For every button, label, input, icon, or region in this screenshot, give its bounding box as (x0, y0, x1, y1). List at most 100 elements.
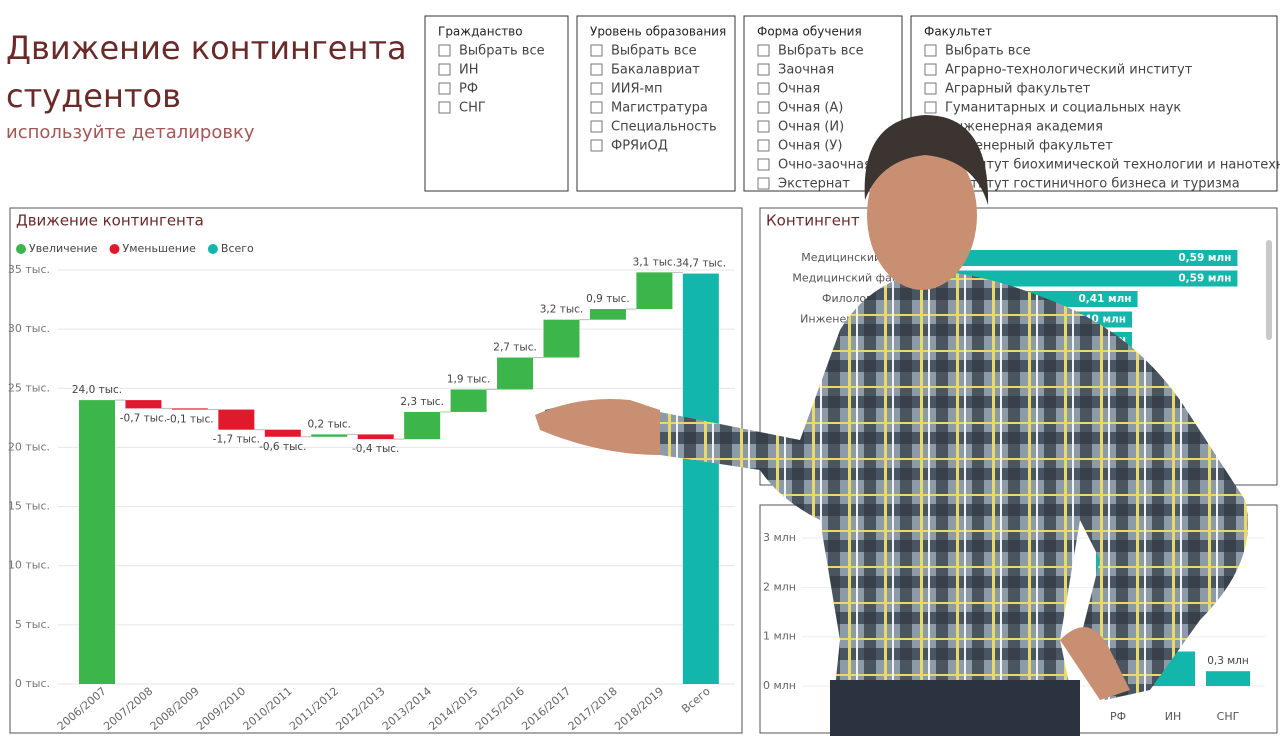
bar (910, 250, 1238, 266)
slicer-item[interactable]: Очная (А) (778, 101, 843, 116)
bar (589, 309, 626, 320)
value-label: 1,9 тыс. (447, 373, 491, 385)
slicer-item[interactable]: Выбрать все (459, 44, 545, 59)
checkbox[interactable] (757, 158, 770, 171)
checkbox[interactable] (924, 82, 937, 95)
presenter-hand (535, 399, 660, 455)
checkbox[interactable] (590, 63, 603, 76)
slicer-item[interactable]: Очная (У) (778, 139, 842, 154)
checkbox[interactable] (590, 139, 603, 152)
checkbox[interactable] (757, 177, 770, 190)
y-tick-label: 0 тыс. (15, 677, 50, 690)
y-tick-label: 35 тыс. (8, 263, 50, 276)
bar (357, 434, 394, 440)
checkbox[interactable] (438, 82, 451, 95)
subtitle: используйте деталировку (6, 122, 255, 143)
checkbox[interactable] (757, 120, 770, 133)
presenter-jeans (830, 680, 1080, 736)
presenter-body (545, 270, 1248, 736)
checkbox[interactable] (438, 63, 451, 76)
legend-marker (207, 244, 218, 254)
bar (404, 411, 441, 440)
checkbox[interactable] (590, 120, 603, 133)
slicer-item[interactable]: Очная (И) (778, 120, 844, 135)
slicer-item[interactable]: Очная (778, 82, 820, 97)
checkbox[interactable] (924, 63, 937, 76)
checkbox[interactable] (590, 82, 603, 95)
slicer-item[interactable]: Выбрать все (778, 44, 864, 59)
slicer-item[interactable]: Специальность (611, 120, 717, 135)
bar (636, 272, 673, 310)
slicer-item[interactable]: Аграрно-технологический институт (945, 63, 1193, 78)
panel (9, 207, 743, 734)
slicer-item[interactable]: Очно-заочная (778, 158, 872, 173)
slicer-title: Факультет (924, 25, 992, 39)
slicers: Гражданство Выбрать все ИН РФ СНГ Уровень обр… (424, 15, 1280, 192)
checkbox[interactable] (757, 139, 770, 152)
bar (450, 389, 487, 412)
slicer-item[interactable]: РФ (459, 82, 478, 97)
y-tick-label: 1 млн (763, 630, 796, 643)
slicer-item[interactable]: ИИЯ-мп (611, 82, 662, 97)
chart-title: Движение контингента (16, 212, 204, 230)
slicer-item[interactable]: Гуманитарных и социальных наук (945, 101, 1181, 116)
value-label: 3,1 тыс. (633, 256, 677, 268)
slicer-item[interactable]: Аграрный факультет (945, 82, 1091, 97)
slicer-item[interactable]: ФРЯиОД (611, 139, 668, 154)
bar (1206, 671, 1250, 686)
legend-label: Увеличение (29, 242, 98, 255)
presenter-hair (864, 115, 989, 205)
y-tick-label: 30 тыс. (8, 322, 50, 335)
checkbox[interactable] (438, 101, 451, 114)
slicer-item[interactable]: СНГ (459, 101, 486, 116)
checkbox[interactable] (757, 63, 770, 76)
checkbox[interactable] (590, 44, 603, 57)
y-tick-label: 25 тыс. (8, 381, 50, 394)
legend-label: Всего (221, 242, 254, 255)
slicer-item[interactable]: Бакалавриат (611, 63, 700, 78)
checkbox[interactable] (924, 44, 937, 57)
y-tick-label: 15 тыс. (8, 500, 50, 513)
checkbox[interactable] (590, 101, 603, 114)
bar (79, 400, 115, 684)
y-tick-label: Медицинский факу (792, 272, 905, 285)
x-tick-label: РФ (1110, 710, 1126, 723)
value-label: 0,59 млн (1178, 273, 1231, 285)
checkbox[interactable] (757, 44, 770, 57)
value-label: 0,2 тыс. (307, 418, 351, 430)
value-label: 0,59 млн (1178, 252, 1231, 264)
legend-marker (109, 244, 120, 254)
slicer (743, 15, 903, 192)
bar (497, 357, 534, 390)
bar (218, 409, 255, 430)
scrollbar[interactable] (1266, 240, 1272, 340)
x-tick-label: СНГ (1217, 710, 1240, 723)
slicer-item[interactable]: Инженерная академия (945, 120, 1103, 135)
checkbox[interactable] (438, 44, 451, 57)
slicer-item[interactable]: Выбрать все (611, 44, 697, 59)
y-tick-label: 5 тыс. (15, 618, 50, 631)
slicer-item[interactable]: Магистратура (611, 101, 708, 116)
slicer (576, 15, 736, 192)
slicer-item[interactable]: Инженерный факультет (945, 139, 1113, 154)
chart-title: Контингент (766, 212, 860, 230)
x-tick-label: ИН (1165, 710, 1182, 723)
checkbox[interactable] (757, 82, 770, 95)
y-tick-label: 3 млн (763, 531, 796, 544)
value-label: 3,2 тыс. (540, 304, 584, 316)
slicer-title: Гражданство (438, 25, 523, 39)
checkbox[interactable] (924, 101, 937, 114)
bar (125, 400, 162, 409)
slicer-item[interactable]: Институт гостиничного бизнеса и туризма (945, 177, 1240, 192)
slicer-item[interactable]: ИН (459, 63, 479, 78)
value-label: 24,0 тыс. (72, 384, 122, 396)
slicer-item[interactable]: Выбрать все (945, 44, 1031, 59)
slicer-item[interactable]: Экстернат (778, 177, 850, 192)
checkbox[interactable] (757, 101, 770, 114)
slicer-item[interactable]: Заочная (778, 63, 834, 78)
slicer-item[interactable]: Институт биохимической технологии и нано… (945, 158, 1280, 173)
value-label: 0,9 тыс. (586, 293, 630, 305)
title: Движение контингента (6, 29, 407, 67)
value-label: -0,1 тыс. (166, 414, 213, 426)
